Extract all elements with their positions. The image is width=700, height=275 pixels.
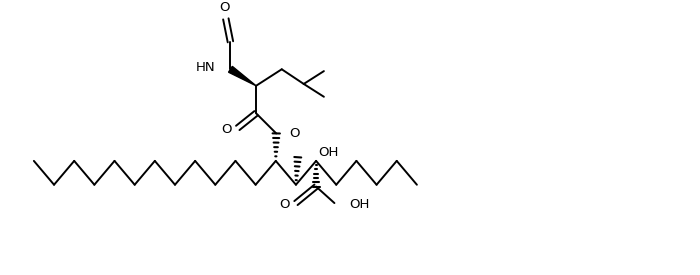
Text: OH: OH — [318, 146, 338, 159]
Text: O: O — [219, 1, 230, 14]
Text: HN: HN — [196, 61, 216, 74]
Polygon shape — [228, 66, 256, 86]
Text: OH: OH — [349, 198, 370, 211]
Text: O: O — [289, 127, 300, 140]
Text: O: O — [221, 123, 232, 136]
Text: O: O — [280, 198, 290, 211]
